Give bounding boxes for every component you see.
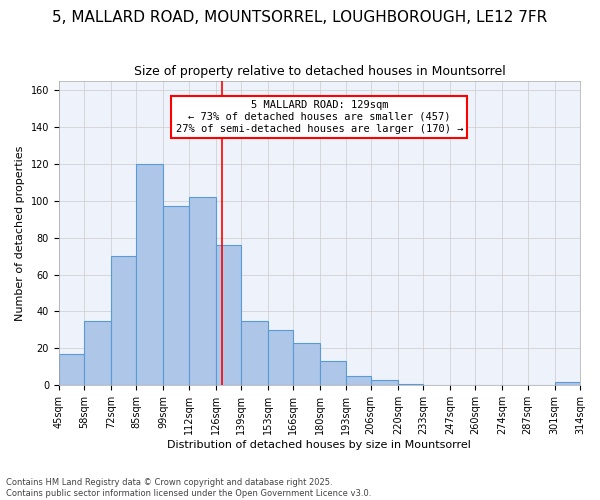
Bar <box>346 376 371 386</box>
Bar <box>398 384 423 386</box>
Bar <box>241 320 268 386</box>
Bar <box>371 380 398 386</box>
Bar <box>84 320 111 386</box>
Text: Contains HM Land Registry data © Crown copyright and database right 2025.
Contai: Contains HM Land Registry data © Crown c… <box>6 478 371 498</box>
Text: 5 MALLARD ROAD: 129sqm
← 73% of detached houses are smaller (457)
27% of semi-de: 5 MALLARD ROAD: 129sqm ← 73% of detached… <box>176 100 463 134</box>
Bar <box>293 343 320 386</box>
Bar <box>59 354 84 386</box>
Bar <box>163 206 188 386</box>
Title: Size of property relative to detached houses in Mountsorrel: Size of property relative to detached ho… <box>134 65 505 78</box>
Y-axis label: Number of detached properties: Number of detached properties <box>15 146 25 320</box>
Bar <box>136 164 163 386</box>
Bar <box>188 197 216 386</box>
X-axis label: Distribution of detached houses by size in Mountsorrel: Distribution of detached houses by size … <box>167 440 472 450</box>
Bar <box>320 362 346 386</box>
Bar <box>111 256 136 386</box>
Text: 5, MALLARD ROAD, MOUNTSORREL, LOUGHBOROUGH, LE12 7FR: 5, MALLARD ROAD, MOUNTSORREL, LOUGHBOROU… <box>52 10 548 25</box>
Bar <box>216 245 241 386</box>
Bar <box>268 330 293 386</box>
Bar <box>555 382 580 386</box>
